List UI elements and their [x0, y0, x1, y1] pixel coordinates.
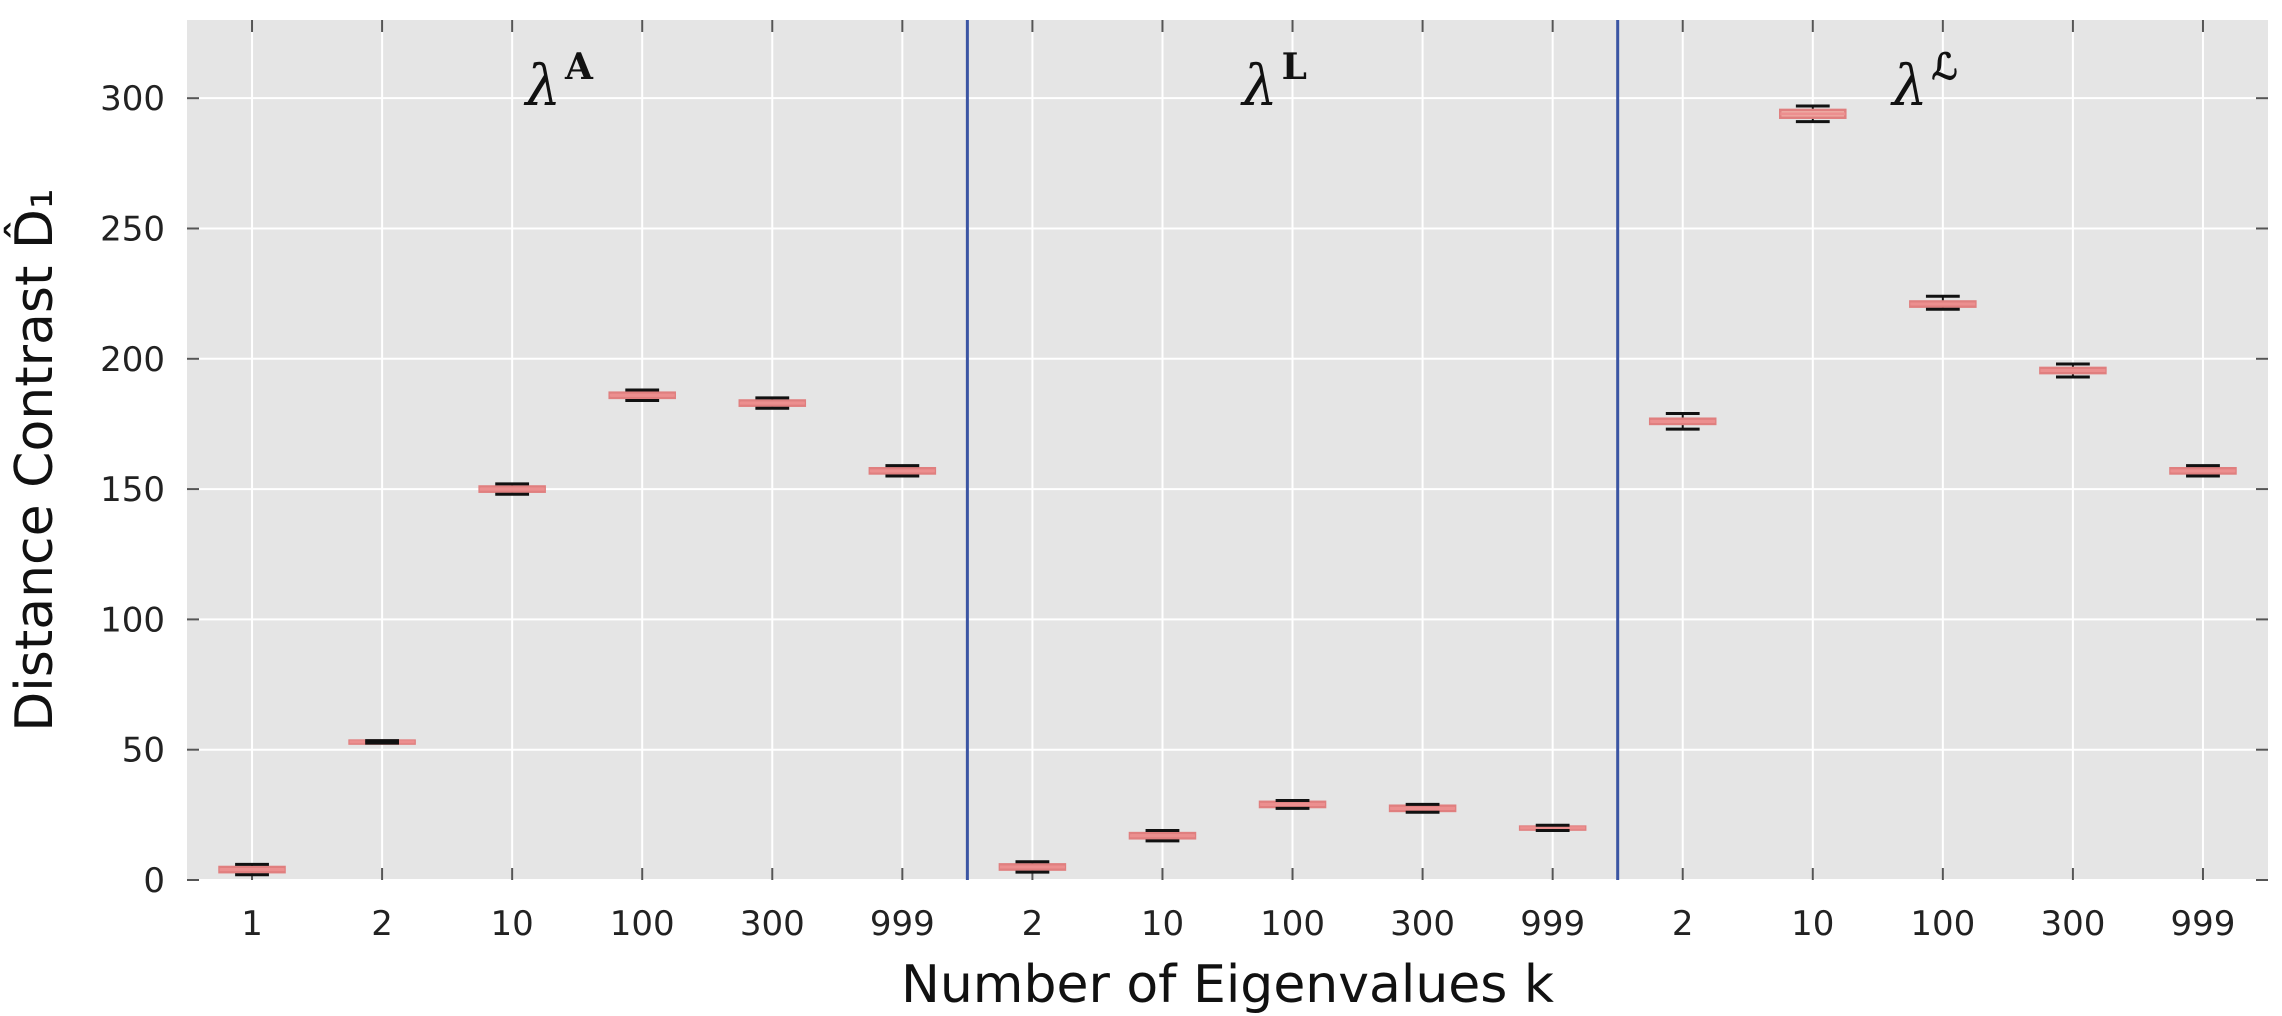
y-tick-label: 200 — [100, 340, 165, 380]
x-tick-label: 999 — [1520, 904, 1585, 944]
tick-labels: 0 50 100 150 200 250 300 1 2 10 100 300 999 2 10 100 300… — [100, 79, 2235, 944]
box-mark — [608, 388, 676, 402]
box-mark — [2169, 464, 2237, 478]
y-tick-label: 100 — [100, 600, 165, 640]
y-tick-label: 300 — [100, 79, 165, 119]
box-mark — [1909, 294, 1977, 311]
box-mark — [2039, 362, 2107, 379]
x-tick-label: 999 — [870, 904, 935, 944]
y-tick-label: 0 — [143, 861, 165, 901]
x-tick-label: 10 — [1141, 904, 1184, 944]
y-tick-label: 150 — [100, 470, 165, 510]
x-tick-label: 100 — [1260, 904, 1325, 944]
box-mark — [348, 739, 416, 745]
grid-lines — [187, 20, 2268, 881]
group-separators — [965, 20, 1620, 880]
x-tick-label: 1 — [241, 904, 263, 944]
box-mark — [738, 396, 807, 410]
x-tick-label: 300 — [2040, 904, 2105, 944]
x-tick-label: 300 — [740, 904, 805, 944]
x-tick-label: 2 — [371, 904, 393, 944]
plot-background — [187, 20, 2268, 880]
y-tick-label: 250 — [100, 209, 165, 249]
box-mark — [1518, 823, 1587, 832]
x-tick-label: 300 — [1390, 904, 1455, 944]
box-mark — [1128, 828, 1197, 843]
box-mark — [218, 862, 286, 877]
x-tick-label: 2 — [1672, 904, 1694, 944]
boxes — [218, 104, 2237, 877]
x-tick-label: 100 — [610, 904, 675, 944]
box-mark — [868, 464, 937, 478]
x-tick-label: 2 — [1022, 904, 1044, 944]
box-mark — [478, 482, 546, 496]
y-axis-title: Distance Contrast D̂₁ — [4, 188, 65, 732]
x-tick-label: 10 — [491, 904, 534, 944]
box-mark — [998, 860, 1067, 874]
y-tick-label: 50 — [122, 731, 165, 771]
box-mark — [1388, 802, 1457, 814]
x-tick-label: 100 — [1910, 904, 1975, 944]
axis-ticks — [187, 20, 2268, 881]
box-mark — [1779, 104, 1847, 124]
x-tick-label: 999 — [2171, 904, 2236, 944]
x-tick-label: 10 — [1791, 904, 1834, 944]
box-mark — [1648, 412, 1717, 431]
box-mark — [1258, 799, 1327, 810]
x-axis-title: Number of Eigenvalues k — [901, 955, 1554, 1015]
